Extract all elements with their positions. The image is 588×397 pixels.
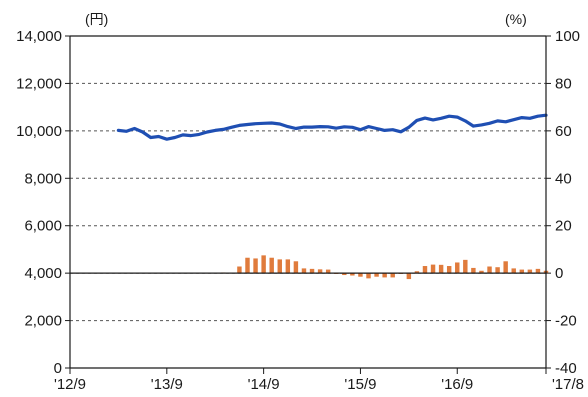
bar: [301, 268, 307, 274]
bar: [374, 273, 379, 277]
bar: [430, 264, 436, 274]
bar: [285, 259, 291, 274]
x-tick-label: '16/9: [441, 376, 473, 393]
bar: [325, 269, 331, 274]
line-series-price: [116, 113, 548, 141]
bar: [422, 266, 428, 274]
bar: [317, 269, 323, 274]
right-axis-unit: (%): [505, 11, 527, 27]
bar: [446, 266, 452, 274]
bar: [253, 258, 258, 274]
bar: [382, 273, 387, 278]
bar: [471, 267, 476, 274]
bar: [237, 266, 242, 274]
bar: [438, 264, 444, 274]
bar: [519, 269, 525, 274]
bar: [358, 273, 363, 277]
bar-series-change-rate: [213, 255, 549, 280]
right-tick-label: 20: [555, 218, 572, 235]
x-axis-tick-labels: '12/9 '13/9 '14/9 '15/9 '16/9 '17/8: [54, 376, 584, 393]
bar: [495, 267, 500, 274]
right-tick-label: 100: [555, 28, 580, 45]
bar: [479, 270, 484, 274]
right-tick-label: 40: [555, 170, 572, 187]
axes: [65, 35, 551, 374]
bar: [535, 268, 541, 274]
x-tick-label: '12/9: [54, 376, 86, 393]
left-tick-label: 8,000: [24, 170, 62, 187]
bar: [277, 259, 282, 274]
right-tick-label: 80: [555, 75, 572, 92]
bar: [309, 268, 315, 274]
bar: [269, 257, 274, 274]
x-tick-label: '15/9: [344, 376, 376, 393]
bar: [463, 259, 468, 274]
right-tick-label: 0: [555, 265, 563, 282]
bar: [390, 273, 395, 278]
x-tick-label: '13/9: [151, 376, 183, 393]
bar: [350, 273, 355, 276]
left-tick-label: 4,000: [24, 265, 62, 282]
bar: [342, 273, 347, 276]
grid-lines: [70, 82, 546, 322]
left-axis-unit: (円): [85, 11, 108, 27]
bar: [261, 255, 266, 274]
right-axis-tick-labels: -40 -20 0 20 40 60 80 100: [555, 28, 580, 377]
left-tick-label: 2,000: [24, 313, 62, 330]
bar: [245, 257, 250, 274]
bar: [293, 261, 299, 274]
right-tick-label: 60: [555, 123, 572, 140]
x-tick-label: '14/9: [248, 376, 280, 393]
left-tick-label: 12,000: [16, 75, 62, 92]
right-tick-label: -20: [555, 313, 577, 330]
bar: [414, 271, 420, 274]
bar: [366, 273, 371, 279]
left-tick-label: 6,000: [24, 218, 62, 235]
bar: [511, 268, 516, 274]
x-tick-label: '17/8: [552, 376, 584, 393]
bar: [406, 273, 412, 280]
bar: [455, 262, 460, 274]
left-axis-tick-labels: 0 2,000 4,000 6,000 8,000 10,000 12,000 14,000: [16, 28, 62, 377]
bar: [527, 269, 533, 274]
right-tick-label: -40: [555, 360, 577, 377]
left-tick-label: 14,000: [16, 28, 62, 45]
left-tick-label: 10,000: [16, 123, 62, 140]
bar: [503, 261, 508, 274]
left-tick-label: 0: [54, 360, 62, 377]
bar: [487, 266, 492, 274]
